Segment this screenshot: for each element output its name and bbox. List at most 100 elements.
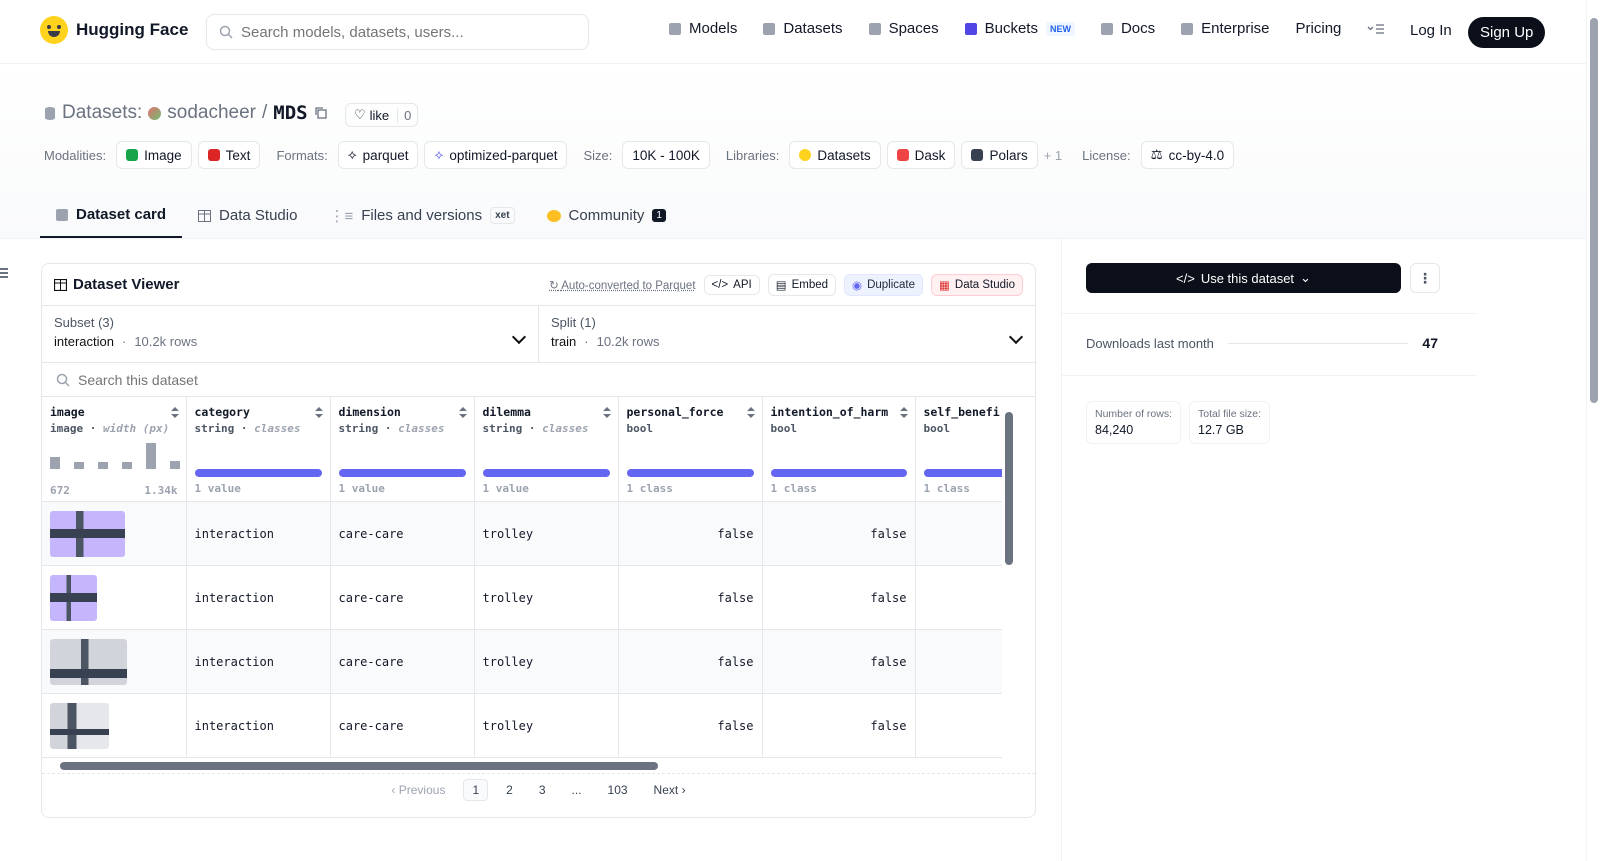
api-button[interactable]: </> API: [703, 274, 760, 295]
nav-enterprise[interactable]: Enterprise: [1181, 20, 1270, 37]
split-select[interactable]: Split (1) train · 10.2k rows: [538, 306, 1035, 362]
image-thumbnail[interactable]: [50, 638, 127, 685]
tab-files-and-versions[interactable]: ⋮≡ Files and versions xet: [313, 196, 530, 238]
repo-owner[interactable]: sodacheer: [167, 102, 256, 123]
copy-icon[interactable]: [314, 106, 328, 120]
cell-self-benefit[interactable]: [915, 629, 1016, 694]
table-row[interactable]: interaction care-care trolley false fals…: [42, 565, 1016, 630]
class-distribution-bar[interactable]: [338, 469, 466, 477]
repo-name[interactable]: MDS: [273, 102, 308, 124]
repo-type-label[interactable]: Datasets:: [62, 102, 143, 123]
modality-image-chip[interactable]: Image: [116, 141, 192, 169]
column-header-dilemma[interactable]: dilemma string · classes 1 value: [474, 397, 619, 502]
subset-select[interactable]: Subset (3) interaction · 10.2k rows: [42, 306, 538, 362]
cell-self-benefit[interactable]: [915, 565, 1016, 630]
nav-docs[interactable]: Docs: [1100, 20, 1155, 37]
license-chip[interactable]: ⚖ cc-by-4.0: [1140, 141, 1235, 169]
image-thumbnail[interactable]: [50, 574, 97, 621]
libraries-more[interactable]: + 1: [1043, 147, 1063, 163]
format-parquet-chip[interactable]: ⟡ parquet: [337, 141, 419, 169]
cell-personal-force[interactable]: false: [618, 501, 763, 566]
sort-icon[interactable]: [314, 407, 323, 418]
scrollbar-thumb[interactable]: [1005, 412, 1013, 565]
cell-dilemma[interactable]: trolley: [474, 501, 619, 566]
login-link[interactable]: Log In: [1410, 22, 1452, 39]
nav-models[interactable]: Models: [669, 20, 737, 37]
cell-category[interactable]: interaction: [186, 629, 331, 694]
tab-data-studio[interactable]: Data Studio: [182, 196, 313, 238]
size-chip[interactable]: 10K - 100K: [622, 141, 710, 169]
modality-text-chip[interactable]: Text: [197, 141, 261, 169]
dataset-search[interactable]: [42, 363, 1035, 397]
cell-intention-of-harm[interactable]: false: [762, 501, 916, 566]
auto-converted-link[interactable]: ↻ Auto-converted to Parquet: [549, 278, 695, 292]
sort-icon[interactable]: [899, 407, 908, 418]
sort-icon[interactable]: [602, 407, 611, 418]
table-horizontal-scrollbar[interactable]: [42, 759, 1035, 774]
class-distribution-bar[interactable]: [194, 469, 322, 477]
sidebar-toggle-icon[interactable]: [0, 268, 8, 278]
cell-dimension[interactable]: care-care: [330, 629, 475, 694]
cell-dilemma[interactable]: trolley: [474, 565, 619, 630]
cell-dimension[interactable]: care-care: [330, 501, 475, 566]
global-search[interactable]: [206, 14, 589, 50]
like-button[interactable]: ♡ like 0: [345, 103, 419, 127]
cell-personal-force[interactable]: false: [618, 693, 763, 758]
nav-datasets[interactable]: Datasets: [763, 20, 843, 37]
table-row[interactable]: interaction care-care trolley false fals…: [42, 693, 1016, 758]
column-header-intention-of-harm[interactable]: intention_of_harm bool 1 class: [762, 397, 916, 502]
brand-logo[interactable]: Hugging Face: [40, 16, 188, 44]
image-cell[interactable]: [42, 693, 187, 758]
image-thumbnail[interactable]: [50, 510, 125, 557]
duplicate-button[interactable]: ◉ Duplicate: [844, 273, 924, 296]
nav-spaces[interactable]: Spaces: [868, 20, 939, 37]
scrollbar-thumb[interactable]: [60, 762, 658, 770]
table-row[interactable]: interaction care-care trolley false fals…: [42, 501, 1016, 566]
library-polars-chip[interactable]: Polars: [961, 141, 1038, 169]
image-cell[interactable]: [42, 565, 187, 630]
page-button[interactable]: 103: [607, 783, 628, 797]
cell-intention-of-harm[interactable]: false: [762, 629, 916, 694]
data-studio-button[interactable]: ▦ Data Studio: [931, 273, 1023, 296]
previous-page-button[interactable]: ‹ Previous: [391, 783, 446, 797]
page-button[interactable]: 1: [463, 779, 489, 801]
cell-category[interactable]: interaction: [186, 565, 331, 630]
page-button[interactable]: 2: [506, 783, 513, 797]
cell-intention-of-harm[interactable]: false: [762, 565, 916, 630]
column-header-dimension[interactable]: dimension string · classes 1 value: [330, 397, 475, 502]
next-page-button[interactable]: Next ›: [653, 783, 686, 797]
use-this-dataset-button[interactable]: </> Use this dataset ⌄: [1086, 263, 1401, 293]
global-search-input[interactable]: [241, 23, 561, 41]
cell-category[interactable]: interaction: [186, 501, 331, 566]
nav-more-menu[interactable]: [1367, 23, 1385, 35]
class-distribution-bar[interactable]: [923, 469, 1007, 477]
nav-pricing[interactable]: Pricing: [1296, 20, 1342, 37]
image-thumbnail[interactable]: [50, 702, 109, 749]
more-options-button[interactable]: ⋮: [1410, 263, 1440, 293]
cell-dimension[interactable]: care-care: [330, 693, 475, 758]
nav-buckets[interactable]: Buckets NEW: [964, 20, 1075, 37]
cell-personal-force[interactable]: false: [618, 629, 763, 694]
class-distribution-bar[interactable]: [770, 469, 907, 477]
column-header-personal-force[interactable]: personal_force bool 1 class: [618, 397, 763, 502]
tab-dataset-card[interactable]: Dataset card: [40, 196, 183, 238]
format-optimized-parquet-chip[interactable]: ⟡ optimized-parquet: [424, 141, 568, 169]
cell-self-benefit[interactable]: [915, 501, 1016, 566]
table-vertical-scrollbar[interactable]: [1002, 397, 1016, 759]
sort-icon[interactable]: [746, 407, 755, 418]
column-header-image[interactable]: image image · width (px) 672 1.34k: [42, 397, 187, 502]
cell-dilemma[interactable]: trolley: [474, 629, 619, 694]
sort-icon[interactable]: [170, 407, 179, 418]
image-cell[interactable]: [42, 501, 187, 566]
table-row[interactable]: interaction care-care trolley false fals…: [42, 629, 1016, 694]
scrollbar-thumb[interactable]: [1590, 18, 1598, 403]
dataset-search-input[interactable]: [78, 371, 478, 388]
tab-community[interactable]: Community 1: [531, 196, 682, 238]
cell-dimension[interactable]: care-care: [330, 565, 475, 630]
embed-button[interactable]: ▤ Embed: [767, 273, 837, 296]
page-scrollbar[interactable]: [1586, 0, 1600, 861]
column-header-self-benefit[interactable]: self_benefi bool 1 class: [915, 397, 1015, 502]
signup-button[interactable]: Sign Up: [1468, 17, 1546, 48]
library-datasets-chip[interactable]: Datasets: [789, 141, 881, 169]
cell-dilemma[interactable]: trolley: [474, 693, 619, 758]
